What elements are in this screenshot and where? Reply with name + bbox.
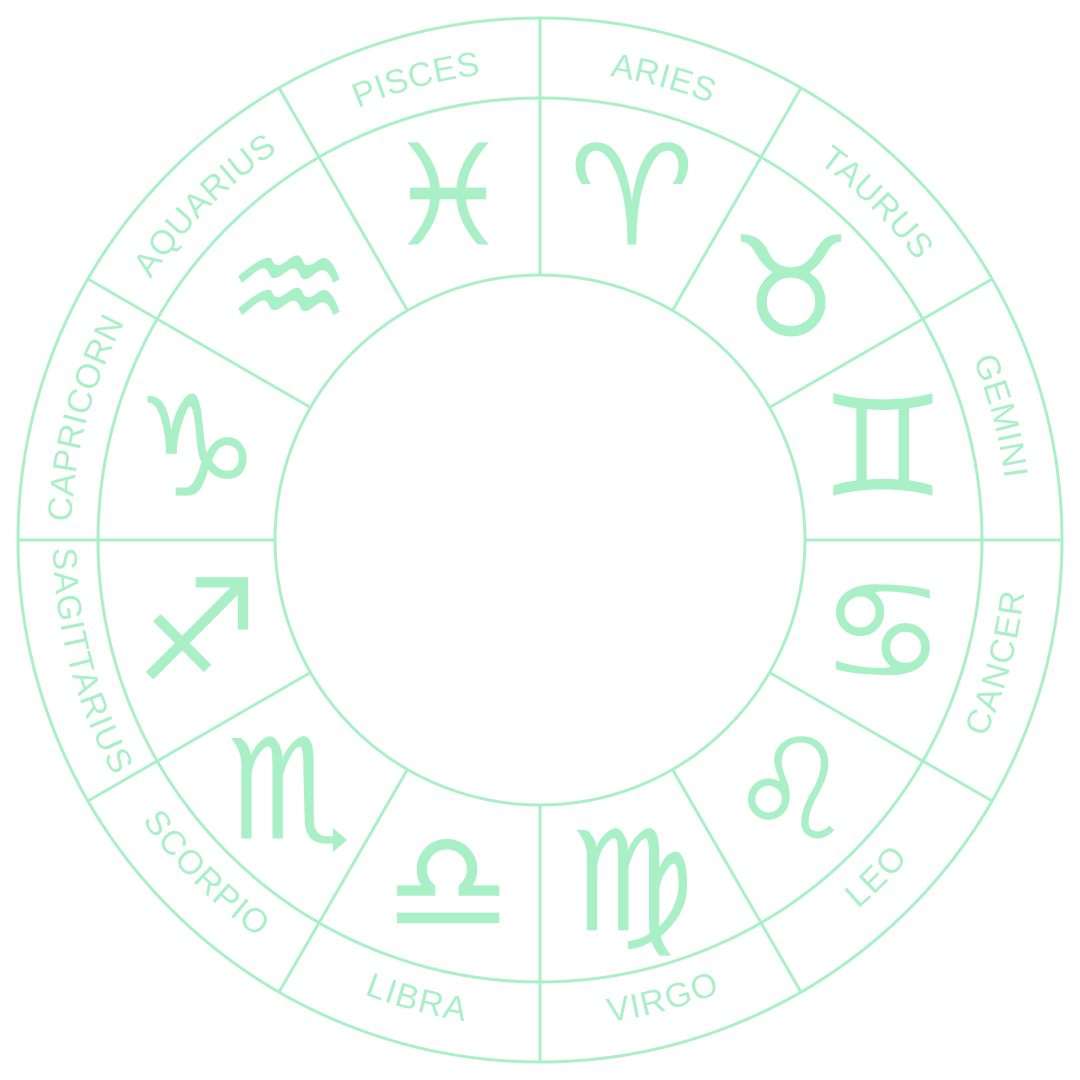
capricorn-icon: ♑︎ — [134, 367, 260, 530]
taurus-icon: ♉︎ — [728, 207, 854, 370]
scorpio-icon: ♏︎ — [226, 710, 352, 873]
sector-divider — [671, 768, 803, 993]
sign-name-libra: LIBRA — [361, 966, 470, 1029]
sector-divider — [87, 277, 312, 409]
sector-divider — [277, 768, 409, 993]
pisces-icon: ♓︎ — [385, 116, 511, 279]
sign-glyphs: ♈︎♉︎♊︎ ♋︎♌︎♍︎ ♎︎♏︎♐︎ ♑︎♒︎♓︎ — [134, 116, 945, 965]
sign-name-cancer: CANCER — [958, 587, 1033, 740]
cancer-icon: ♋︎ — [820, 550, 946, 713]
libra-icon: ♎︎ — [385, 801, 511, 964]
sector-divider — [277, 87, 409, 312]
leo-icon: ♌︎ — [728, 710, 854, 873]
aquarius-icon: ♒︎ — [226, 207, 352, 370]
sector-divider — [768, 671, 993, 803]
sign-name-capricorn: CAPRICORN — [41, 308, 132, 523]
sector-divider — [671, 87, 803, 312]
sector-divider — [768, 277, 993, 409]
sign-names: ARIESTAURUSGEMINICANCERLEOVIRGOLIBRASCOR… — [41, 45, 1034, 1030]
gemini-icon: ♊︎ — [820, 367, 946, 530]
virgo-icon: ♍︎ — [569, 801, 695, 964]
aries-icon: ♈︎ — [569, 116, 695, 279]
sagittarius-icon: ♐︎ — [134, 550, 260, 713]
inner-ring — [273, 273, 807, 807]
sector-dividers — [18, 18, 1062, 1062]
sector-divider — [87, 671, 312, 803]
sign-name-aries: ARIES — [608, 47, 721, 111]
